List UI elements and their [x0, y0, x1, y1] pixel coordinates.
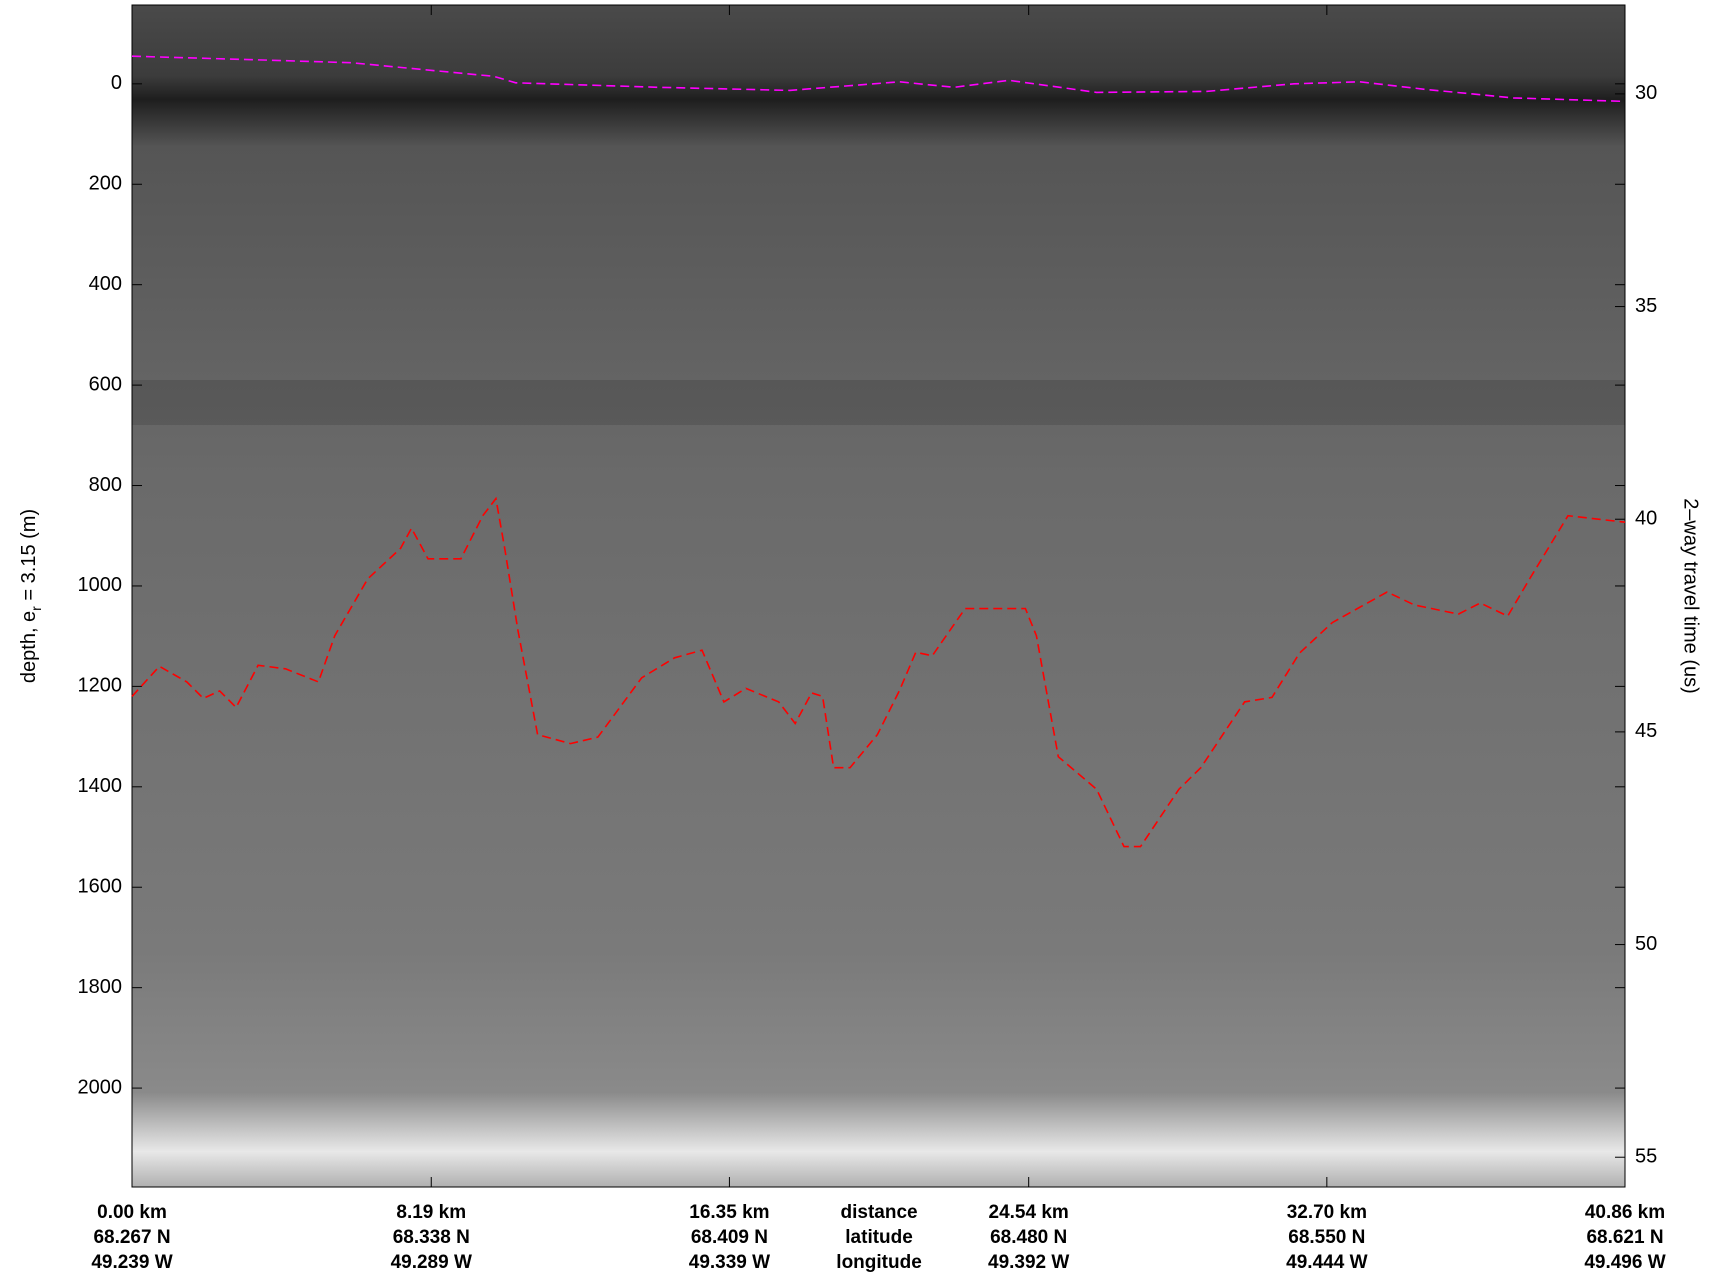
plot-frame [131, 4, 1626, 1188]
latitude-label: 68.480 N [990, 1227, 1067, 1248]
y-tick-label: 1400 [78, 775, 123, 797]
longitude-label: 49.444 W [1286, 1252, 1367, 1273]
y2-tick-label: 40 [1635, 508, 1657, 530]
series-line [131, 496, 1626, 848]
y-tick-label: 0 [111, 72, 122, 94]
longitude-label: 49.239 W [91, 1252, 172, 1273]
y-tick-label: 800 [89, 474, 122, 496]
y-tick-label: 1800 [78, 976, 123, 998]
y2-tick-label: 55 [1635, 1146, 1657, 1168]
longitude-label: 49.392 W [988, 1252, 1069, 1273]
latitude-label: 68.621 N [1586, 1227, 1663, 1248]
x-tick-label: 8.19 km [396, 1202, 466, 1223]
y-tick-label: 600 [89, 373, 122, 395]
echogram [132, 5, 1625, 1187]
y-axis-label: depth, er = 3.15 (m) [18, 509, 43, 683]
longitude-label: 49.496 W [1584, 1252, 1665, 1273]
y-tick-label: 1000 [78, 574, 123, 596]
x-tick-label: 0.00 km [97, 1202, 167, 1223]
y2-tick-label: 50 [1635, 933, 1657, 955]
latitude-label: 68.338 N [393, 1227, 470, 1248]
y2-tick-label: 30 [1635, 82, 1657, 104]
x-tick-label: 16.35 km [689, 1202, 769, 1223]
row-label: longitude [836, 1252, 921, 1273]
echogram-band [132, 380, 1625, 425]
row-label: distance [841, 1202, 918, 1223]
longitude-label: 49.339 W [689, 1252, 770, 1273]
y-tick-label: 200 [89, 173, 122, 195]
latitude-label: 68.267 N [93, 1227, 170, 1248]
y2-tick-label: 35 [1635, 295, 1657, 317]
x-tick-label: 40.86 km [1585, 1202, 1665, 1223]
y-tick-label: 1200 [78, 675, 123, 697]
x-tick-label: 32.70 km [1287, 1202, 1367, 1223]
latitude-label: 68.409 N [691, 1227, 768, 1248]
latitude-label: 68.550 N [1288, 1227, 1365, 1248]
longitude-label: 49.289 W [391, 1252, 472, 1273]
row-label: latitude [845, 1227, 913, 1248]
y-tick-label: 2000 [78, 1076, 123, 1098]
series-line [131, 55, 1626, 103]
x-tick-label: 24.54 km [989, 1202, 1069, 1223]
y-tick-label: 1600 [78, 876, 123, 898]
y-tick-label: 400 [89, 273, 122, 295]
y2-tick-label: 45 [1635, 720, 1657, 742]
y2-axis-label: 2–way travel time (us) [1680, 498, 1702, 694]
